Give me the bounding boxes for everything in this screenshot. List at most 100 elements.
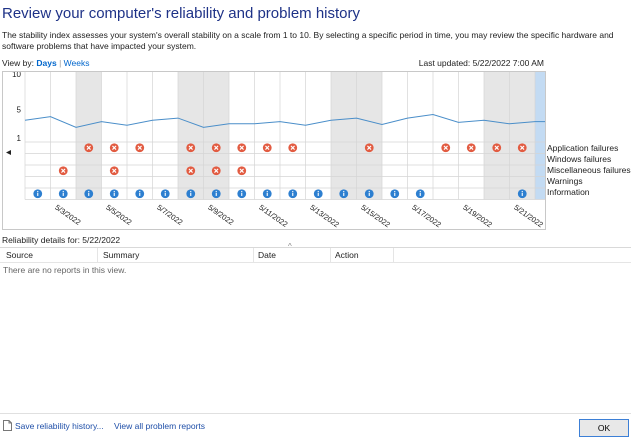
- info-icon-glyph: [215, 190, 217, 193]
- error-icon-cross: [239, 168, 244, 173]
- y-tick-label: 1: [17, 134, 22, 143]
- info-icon-glyph: [343, 192, 345, 196]
- info-icon-glyph: [139, 192, 141, 196]
- info-icon-glyph: [521, 190, 523, 193]
- page-description: The stability index assesses your system…: [2, 30, 614, 51]
- error-icon-cross: [520, 145, 525, 150]
- view-by-label: View by:: [2, 58, 34, 68]
- error-icon-cross: [290, 145, 295, 150]
- chart-legend: Application failures Windows failures Mi…: [547, 143, 631, 198]
- day-column[interactable]: [509, 72, 536, 200]
- view-separator: |: [59, 58, 62, 68]
- error-icon-cross: [112, 168, 117, 173]
- info-icon-glyph: [164, 192, 166, 196]
- x-tick-label: 5/13/2022: [308, 203, 341, 229]
- info-icon-glyph: [368, 192, 370, 196]
- column-date[interactable]: Date: [258, 250, 276, 260]
- error-icon-cross: [239, 145, 244, 150]
- info-icon-glyph: [88, 192, 90, 196]
- info-icon-glyph: [215, 192, 217, 196]
- error-icon-cross: [367, 145, 372, 150]
- column-summary[interactable]: Summary: [103, 250, 140, 260]
- error-icon-cross: [137, 145, 142, 150]
- empty-message: There are no reports in this view.: [3, 265, 127, 275]
- info-icon-glyph: [317, 192, 319, 196]
- legend-application-failures: Application failures: [547, 143, 619, 153]
- day-column[interactable]: [76, 72, 102, 200]
- reliability-chart-svg[interactable]: 10 5 1 5/3/2022 5/5/2022 5/7/2022 5/9/2022 5/11…: [3, 72, 545, 229]
- details-label: Reliability details for: 5/22/2022: [2, 235, 121, 245]
- error-icon-cross: [188, 145, 193, 150]
- legend-windows-failures: Windows failures: [547, 154, 612, 164]
- day-column[interactable]: [484, 72, 510, 200]
- x-tick-label: 5/11/2022: [257, 203, 289, 229]
- save-reliability-history-link[interactable]: Save reliability history...: [15, 421, 104, 431]
- info-icon-glyph: [368, 190, 370, 193]
- x-tick-label: 5/15/2022: [359, 203, 392, 229]
- reports-table: ^ Source Summary Date Action There are n…: [0, 242, 631, 414]
- ok-button[interactable]: OK: [579, 419, 629, 437]
- save-document-icon: [3, 420, 12, 431]
- footer-bar: Save reliability history... View all pro…: [0, 413, 631, 440]
- legend-miscellaneous-failures: Miscellaneous failures: [547, 165, 631, 175]
- x-tick-label: 5/21/2022: [512, 203, 545, 229]
- info-icon-glyph: [37, 190, 39, 193]
- day-column[interactable]: [356, 72, 383, 200]
- view-days-link[interactable]: Days: [36, 58, 57, 68]
- error-icon-cross: [494, 145, 499, 150]
- info-icon-glyph: [292, 192, 294, 196]
- y-tick-label: 5: [17, 106, 22, 115]
- y-tick-label: 10: [12, 72, 21, 79]
- info-icon-glyph: [62, 190, 64, 193]
- error-icon-cross: [265, 145, 270, 150]
- day-column[interactable]: [178, 72, 204, 200]
- page-title: Review your computer's reliability and p…: [2, 5, 361, 22]
- error-icon-cross: [214, 168, 219, 173]
- column-divider[interactable]: [97, 248, 98, 263]
- legend-information: Information: [547, 187, 590, 197]
- reliability-chart[interactable]: 10 5 1 5/3/2022 5/5/2022 5/7/2022 5/9/2022 5/11…: [2, 71, 546, 230]
- x-tick-label: 5/9/2022: [206, 203, 235, 227]
- error-icon-cross: [214, 145, 219, 150]
- column-source[interactable]: Source: [6, 250, 33, 260]
- info-icon-glyph: [292, 190, 294, 193]
- day-column[interactable]: [331, 72, 357, 200]
- x-tick-label: 5/7/2022: [155, 203, 184, 227]
- info-icon-glyph: [317, 190, 319, 193]
- selected-day-column[interactable]: [535, 72, 545, 200]
- info-icon-glyph: [241, 190, 243, 193]
- info-icon-glyph: [343, 190, 345, 193]
- error-icon-cross: [443, 145, 448, 150]
- column-divider[interactable]: [253, 248, 254, 263]
- x-tick-label: 5/3/2022: [53, 203, 82, 227]
- column-divider[interactable]: [330, 248, 331, 263]
- info-icon-glyph: [394, 190, 396, 193]
- info-icon-glyph: [62, 192, 64, 196]
- sort-indicator: ^: [288, 242, 292, 251]
- stability-index-line: [24, 114, 545, 128]
- last-updated: Last updated: 5/22/2022 7:00 AM: [418, 58, 544, 68]
- info-icon-glyph: [37, 192, 39, 196]
- x-tick-label: 5/19/2022: [461, 203, 494, 229]
- view-weeks-link[interactable]: Weeks: [63, 58, 90, 68]
- info-icon-glyph: [241, 192, 243, 196]
- error-icon-cross: [112, 145, 117, 150]
- column-action[interactable]: Action: [335, 250, 359, 260]
- info-icon-glyph: [139, 190, 141, 193]
- info-icon-glyph: [190, 192, 192, 196]
- info-icon-glyph: [266, 190, 268, 193]
- scroll-left-icon[interactable]: [6, 150, 11, 155]
- info-icon-glyph: [419, 190, 421, 193]
- info-icon-glyph: [164, 190, 166, 193]
- day-column[interactable]: [203, 72, 230, 200]
- info-icon-glyph: [190, 190, 192, 193]
- info-icon-glyph: [113, 192, 115, 196]
- table-header: ^ Source Summary Date Action: [0, 242, 631, 263]
- x-tick-label: 5/17/2022: [410, 203, 443, 229]
- view-all-problem-reports-link[interactable]: View all problem reports: [114, 421, 206, 431]
- info-icon-glyph: [394, 192, 396, 196]
- error-icon-cross: [61, 168, 66, 173]
- info-icon-glyph: [419, 192, 421, 196]
- legend-warnings: Warnings: [547, 176, 583, 186]
- column-divider[interactable]: [393, 248, 394, 263]
